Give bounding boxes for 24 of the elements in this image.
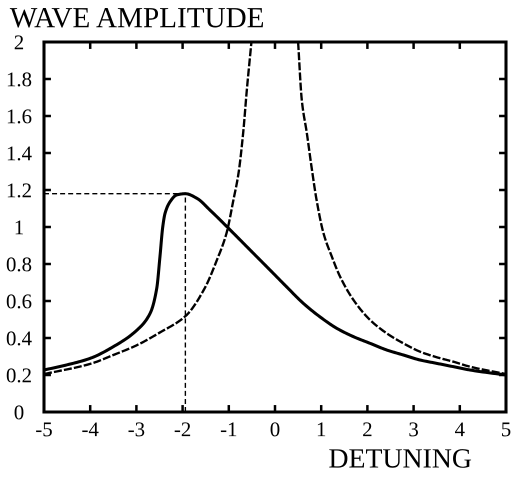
y-tick-label: 1.8 <box>8 72 32 87</box>
y-tick-label: 0.2 <box>6 368 31 383</box>
y-tick-label: 0 <box>14 405 24 420</box>
y-axis-title: WAVE AMPLITUDE <box>10 8 264 28</box>
y-tick-label: 1 <box>16 220 23 234</box>
x-tick-label: 2 <box>363 422 372 436</box>
y-tick-label: 1.4 <box>8 146 32 161</box>
y-tick-label: 1.6 <box>8 109 32 124</box>
y-tick-label: 2 <box>14 35 24 50</box>
x-tick-label: -2 <box>174 422 190 436</box>
x-tick-label: 1 <box>318 422 326 436</box>
x-tick-label: 3 <box>409 422 418 436</box>
x-tick-label: 5 <box>502 422 510 436</box>
x-tick-label: -4 <box>82 422 99 436</box>
x-axis-title: DETUNING <box>329 449 472 468</box>
x-tick-label: 4 <box>455 422 465 436</box>
x-tick-label: -1 <box>220 422 236 436</box>
y-tick-label: 0.4 <box>6 331 32 346</box>
x-tick-label: -3 <box>128 422 144 436</box>
y-tick-label: 0.6 <box>6 294 32 309</box>
y-tick-label: 0.8 <box>6 257 32 272</box>
x-tick-label: 0 <box>270 422 280 436</box>
y-tick-label: 1.2 <box>8 183 31 198</box>
x-tick-label: -5 <box>36 422 52 436</box>
